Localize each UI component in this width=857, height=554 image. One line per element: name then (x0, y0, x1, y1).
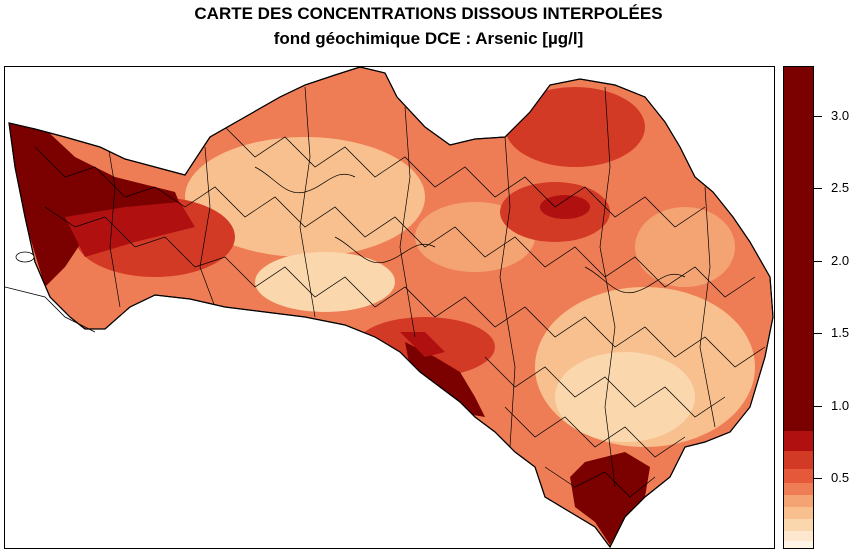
legend-band-pale (784, 541, 813, 548)
legend-tick (814, 406, 822, 407)
concentration-zones (9, 86, 766, 545)
legend-band-orange (784, 483, 813, 495)
zone-darkest-se (570, 452, 650, 545)
legend-tick-label: 3.0 (831, 108, 850, 123)
legend-band-darkest (784, 67, 813, 431)
legend-tick-label: 0.5 (831, 470, 850, 485)
legend-band-peach (784, 507, 813, 519)
sub-basin-boundaries (34, 86, 766, 498)
legend-band-light-peach (784, 519, 813, 531)
basin-outline (8, 67, 774, 548)
zone-light-center (255, 252, 395, 312)
legend-band-light-orange (784, 495, 813, 507)
island (15, 251, 35, 263)
legend-band-cream (784, 531, 813, 541)
legend-tick-label: 1.0 (831, 398, 850, 413)
legend-band-red (784, 451, 813, 469)
legend-tick (814, 116, 822, 117)
color-legend (783, 66, 814, 549)
legend-tick-label: 2.0 (831, 253, 850, 268)
legend-tick (814, 478, 822, 479)
map-panel (4, 66, 775, 549)
map-subtitle: fond géochimique DCE : Arsenic [µg/l] (273, 29, 584, 48)
legend-tick (814, 261, 822, 262)
zone-dark-coast (65, 202, 195, 257)
zone-dark-south (400, 332, 445, 357)
legend-band-orange-red (784, 469, 813, 483)
legend-tick-label: 1.5 (831, 325, 850, 340)
zone-light-ne (635, 207, 735, 287)
basin-map (5, 67, 774, 548)
legend-tick-label: 2.5 (831, 180, 850, 195)
zone-red-ne (505, 87, 645, 167)
zone-darkest-south (405, 342, 485, 417)
zone-darkest-coast (9, 123, 185, 287)
legend-tick (814, 188, 822, 189)
coastline (5, 286, 96, 333)
zone-dark-center (540, 195, 590, 219)
legend-band-dark (784, 431, 813, 451)
legend-tick (814, 333, 822, 334)
map-title: CARTE DES CONCENTRATIONS DISSOUS INTERPO… (194, 4, 663, 23)
